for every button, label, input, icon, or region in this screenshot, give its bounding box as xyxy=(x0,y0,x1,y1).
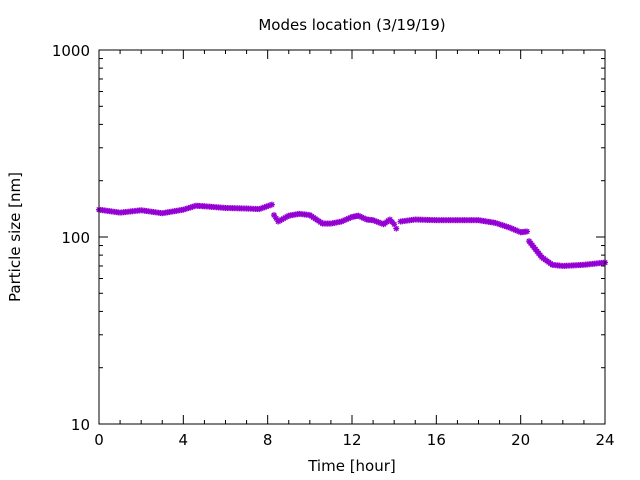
x-tick-label: 24 xyxy=(595,431,614,449)
x-tick-label: 4 xyxy=(179,431,189,449)
x-tick-label: 16 xyxy=(427,431,446,449)
x-tick-label: 0 xyxy=(94,431,104,449)
data-point xyxy=(268,201,275,208)
x-axis-label: Time [hour] xyxy=(307,457,396,475)
data-point xyxy=(393,225,400,232)
y-tick-label: 100 xyxy=(61,229,90,247)
y-axis: 10 100 1000 xyxy=(52,42,605,434)
y-tick-label: 10 xyxy=(71,416,90,434)
x-axis: 0 4 8 12 16 20 24 xyxy=(94,50,615,449)
plot-frame xyxy=(98,49,606,425)
y-axis-label: Particle size [nm] xyxy=(6,172,24,302)
x-tick-label: 20 xyxy=(511,431,530,449)
chart-title: Modes location (3/19/19) xyxy=(258,16,445,34)
data-series xyxy=(96,201,608,269)
data-point xyxy=(523,228,530,235)
x-tick-label: 12 xyxy=(342,431,361,449)
y-tick-label: 1000 xyxy=(52,42,90,60)
x-tick-label: 8 xyxy=(263,431,273,449)
